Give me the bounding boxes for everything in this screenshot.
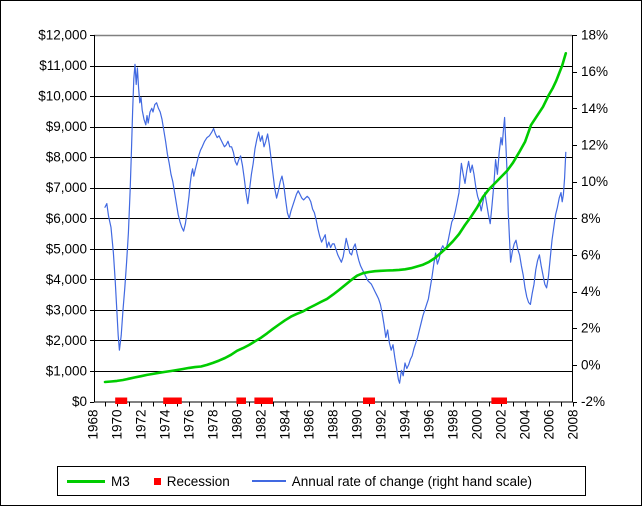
svg-text:1996: 1996 [422, 410, 437, 440]
svg-text:4%: 4% [581, 284, 601, 299]
svg-text:$5,000: $5,000 [46, 241, 87, 256]
svg-text:$0: $0 [72, 394, 87, 409]
legend: M3 Recession Annual rate of change (righ… [57, 466, 586, 496]
svg-text:1992: 1992 [374, 410, 389, 440]
legend-label-rate: Annual rate of change (right hand scale) [291, 473, 532, 489]
svg-text:1978: 1978 [206, 410, 221, 440]
svg-text:2000: 2000 [470, 410, 485, 440]
svg-text:2%: 2% [581, 321, 601, 336]
svg-text:1976: 1976 [182, 410, 197, 440]
svg-text:14%: 14% [581, 101, 608, 116]
svg-text:2004: 2004 [518, 409, 533, 440]
rate-line-swatch [251, 480, 286, 482]
svg-text:$11,000: $11,000 [39, 58, 87, 73]
m3-line-swatch [67, 479, 105, 483]
y-axis-left-labels: $0 $1,000 $2,000 $3,000 $4,000 $5,000 $6,000 $7… [38, 28, 87, 410]
svg-text:12%: 12% [581, 137, 608, 152]
svg-text:1984: 1984 [278, 409, 293, 440]
rate-of-change-line [104, 63, 567, 384]
svg-text:10%: 10% [581, 174, 608, 189]
svg-text:1988: 1988 [326, 410, 341, 440]
legend-label-recession: Recession [166, 473, 230, 489]
plot-area: $0 $1,000 $2,000 $3,000 $4,000 $5,000 $6,000 $7… [38, 28, 608, 440]
svg-text:1990: 1990 [350, 410, 365, 440]
recession-marker-swatch [153, 477, 161, 485]
svg-text:$8,000: $8,000 [46, 150, 87, 165]
svg-text:16%: 16% [581, 64, 608, 79]
svg-text:$6,000: $6,000 [46, 211, 87, 226]
legend-label-m3: M3 [111, 473, 130, 489]
svg-text:1980: 1980 [230, 410, 245, 440]
svg-text:-2%: -2% [581, 394, 605, 409]
svg-text:1972: 1972 [134, 410, 149, 440]
svg-text:$3,000: $3,000 [46, 302, 87, 317]
svg-text:2008: 2008 [566, 410, 581, 440]
svg-text:1986: 1986 [302, 410, 317, 440]
svg-text:6%: 6% [581, 247, 601, 262]
svg-text:1982: 1982 [254, 410, 269, 440]
svg-text:2002: 2002 [494, 410, 509, 440]
svg-text:1998: 1998 [446, 410, 461, 440]
m3-line [103, 52, 568, 384]
svg-text:2006: 2006 [542, 410, 557, 440]
recession-markers [115, 397, 507, 404]
svg-text:$12,000: $12,000 [38, 28, 87, 43]
gridlines [94, 66, 572, 372]
y-axis-right-labels: -2% 0% 2% 4% 6% 8% 10% 12% 14% 16% 18% [581, 28, 608, 410]
svg-text:$7,000: $7,000 [46, 180, 87, 195]
x-axis-labels: 1968 1970 1972 1974 1976 1978 1980 1982 1984 1986… [86, 409, 581, 440]
svg-text:$10,000: $10,000 [38, 89, 87, 104]
svg-text:1994: 1994 [398, 409, 413, 440]
svg-text:8%: 8% [581, 211, 601, 226]
svg-text:$4,000: $4,000 [46, 272, 87, 287]
tick-marks [90, 35, 577, 407]
svg-text:1970: 1970 [110, 410, 125, 440]
svg-text:$1,000: $1,000 [46, 363, 87, 378]
svg-text:0%: 0% [581, 357, 601, 372]
svg-text:1974: 1974 [158, 409, 173, 440]
svg-text:$9,000: $9,000 [46, 119, 87, 134]
svg-text:1968: 1968 [86, 410, 101, 440]
svg-text:18%: 18% [581, 28, 608, 43]
svg-text:$2,000: $2,000 [46, 333, 87, 348]
